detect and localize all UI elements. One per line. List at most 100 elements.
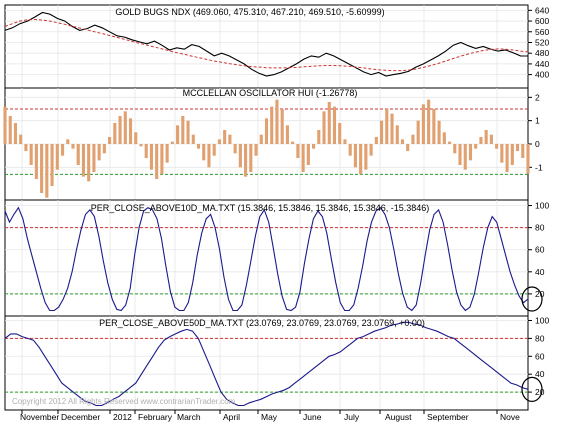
oscillator-bar (76, 144, 80, 165)
oscillator-bar (45, 144, 49, 198)
y-tick-label: 440 (535, 59, 549, 69)
oscillator-bar (479, 137, 483, 144)
oscillator-bar (134, 132, 138, 144)
oscillator-bar (332, 106, 337, 144)
oscillator-bar (244, 144, 248, 177)
x-tick-label: November (20, 412, 59, 422)
oscillator-bar (353, 144, 357, 168)
oscillator-bar (50, 144, 54, 186)
oscillator-bar (442, 132, 446, 144)
oscillator-bar (102, 144, 106, 154)
oscillator-bar (87, 144, 91, 182)
oscillator-bar (24, 144, 28, 151)
oscillator-bar (468, 144, 473, 161)
y-tick-label: 80 (535, 223, 545, 233)
y-tick-label: 20 (535, 387, 545, 397)
oscillator-bar (228, 134, 232, 144)
oscillator-bar (275, 99, 279, 144)
oscillator-bar (280, 109, 284, 144)
oscillator-bar (8, 116, 12, 144)
oscillator-bar (327, 102, 331, 144)
oscillator-bar (19, 134, 23, 144)
above10d-panel-title: PER_CLOSE_ABOVE10D_MA.TXT (15.3846, 15.3… (91, 203, 430, 213)
oscillator-bar (196, 144, 201, 149)
oscillator-bar (207, 144, 211, 168)
oscillator-bar (343, 139, 347, 144)
oscillator-bar (181, 116, 185, 144)
y-tick-label: 600 (535, 16, 549, 26)
y-tick-label: 100 (535, 201, 549, 211)
oscillator-bar (233, 144, 237, 154)
y-tick-label: 640 (535, 5, 549, 15)
oscillator-bar (296, 144, 300, 158)
y-tick-label: 0 (535, 139, 540, 149)
oscillator-bar (149, 144, 153, 170)
oscillator-bar (505, 144, 509, 172)
x-tick-label: September (427, 412, 469, 422)
oscillator-bar (212, 144, 216, 156)
oscillator-bar (400, 139, 405, 144)
above50d-panel: 100 80 60 40 20 PER_CLOSE_ABOVE50D_MA.TXT (23… (4, 315, 549, 411)
oscillator-bar (447, 141, 452, 144)
oscillator-bar (364, 144, 368, 170)
y-tick-label: 40 (535, 267, 545, 277)
oscillator-bar (474, 144, 478, 149)
oscillator-bar (374, 137, 378, 144)
oscillator-bar (97, 144, 101, 161)
oscillator-bar (395, 125, 399, 144)
oscillator-bar (521, 144, 525, 158)
oscillator-bar (427, 99, 431, 144)
x-tick-label: May (261, 412, 278, 422)
oscillator-bar (223, 130, 227, 144)
x-tick-label: August (385, 412, 412, 422)
oscillator-bar (66, 139, 70, 144)
oscillator-bar (411, 134, 415, 144)
oscillator-bar (139, 144, 143, 147)
oscillator-bar (55, 144, 59, 170)
oscillator-bar (437, 120, 441, 144)
oscillator-bar (108, 137, 112, 144)
oscillator-bar (484, 130, 488, 144)
oscillator-bar (369, 144, 373, 156)
oscillator-bar (249, 144, 253, 172)
oscillator-bar (380, 120, 384, 144)
oscillator-bar (359, 144, 363, 175)
oscillator-bar (259, 134, 263, 144)
x-axis: November December 2012 February March April Ma… (5, 409, 528, 422)
y-tick-label: 100 (535, 315, 549, 325)
y-tick-label: 2 (535, 92, 540, 102)
oscillator-bar (285, 125, 289, 144)
oscillator-bar (254, 144, 258, 156)
above50d-panel-title: PER_CLOSE_ABOVE50D_MA.TXT (23.0769, 23.0… (99, 318, 425, 328)
copyright-watermark: Copyright 2012 All Rights Reserved www.c… (12, 397, 236, 406)
x-tick-label: July (344, 412, 360, 422)
oscillator-panel: 2 1 0 -1 MCCLELLAN OSCILLATOR HUI (-1.26778) (3, 87, 543, 201)
oscillator-panel-title: MCCLELLAN OSCILLATOR HUI (-1.26778) (183, 88, 358, 98)
price-line (4, 11, 529, 77)
latest-reading-circle (521, 376, 543, 402)
oscillator-bar (170, 141, 174, 144)
x-tick-label: February (138, 412, 173, 422)
y-tick-label: 60 (535, 351, 545, 361)
y-tick-label: 20 (535, 289, 545, 299)
x-tick-label: March (177, 412, 201, 422)
oscillator-bar (60, 144, 65, 156)
oscillator-bar (264, 118, 269, 144)
oscillator-bar (3, 106, 7, 144)
oscillator-bar (165, 144, 169, 163)
y-tick-label: -1 (535, 162, 543, 172)
y-tick-label: 560 (535, 27, 549, 37)
x-tick-label: 2012 (113, 412, 132, 422)
oscillator-bar (406, 144, 410, 151)
oscillator-bar (176, 125, 180, 144)
y-tick-label: 80 (535, 333, 545, 343)
oscillator-bar (270, 106, 274, 144)
oscillator-bar (495, 144, 499, 149)
oscillator-bar (463, 144, 467, 170)
y-tick-label: 1 (535, 116, 540, 126)
oscillator-bar (191, 134, 195, 144)
oscillator-bar (217, 139, 221, 144)
